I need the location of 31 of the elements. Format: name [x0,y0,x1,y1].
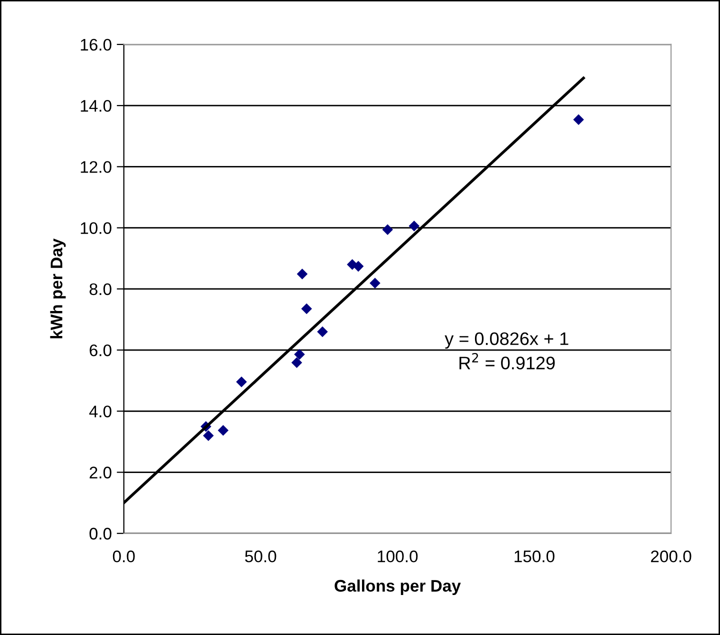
y-tick-label: 2.0 [90,466,112,478]
annotation: y = 0.0826x + 1 [444,332,568,349]
point [291,357,302,368]
x-tick-label: 200.0 [651,550,692,562]
y-tick-label: 4.0 [89,406,112,418]
x-axis-title: Gallons per Day [334,579,461,596]
y-tick-label: 16.0 [80,38,112,51]
point [301,303,312,314]
x-tick-label: 0.0 [112,550,135,562]
point [317,326,328,338]
y-tick-label: 12.0 [80,161,112,173]
point [236,376,247,388]
y-axis-title: kWh per Day [50,238,66,338]
point [352,260,364,272]
point [296,268,308,280]
annotation: R$^{2}$ = 0.9129 [460,352,555,370]
y-tick-label: 8.0 [90,283,112,296]
point [382,224,393,236]
point [573,114,584,126]
x-tick-label: 50.0 [245,550,276,562]
y-tick-label: 6.0 [90,344,112,356]
y-tick-label: 14.0 [80,100,112,112]
x-tick-label: 150.0 [514,550,554,562]
point [203,430,214,441]
point [294,348,305,360]
y-tick-label: 0.0 [90,528,112,540]
x-tick-label: 100.0 [378,550,418,562]
point [408,220,420,232]
point [218,425,229,436]
point [370,278,380,288]
y-tick-label: 10.0 [80,222,112,234]
